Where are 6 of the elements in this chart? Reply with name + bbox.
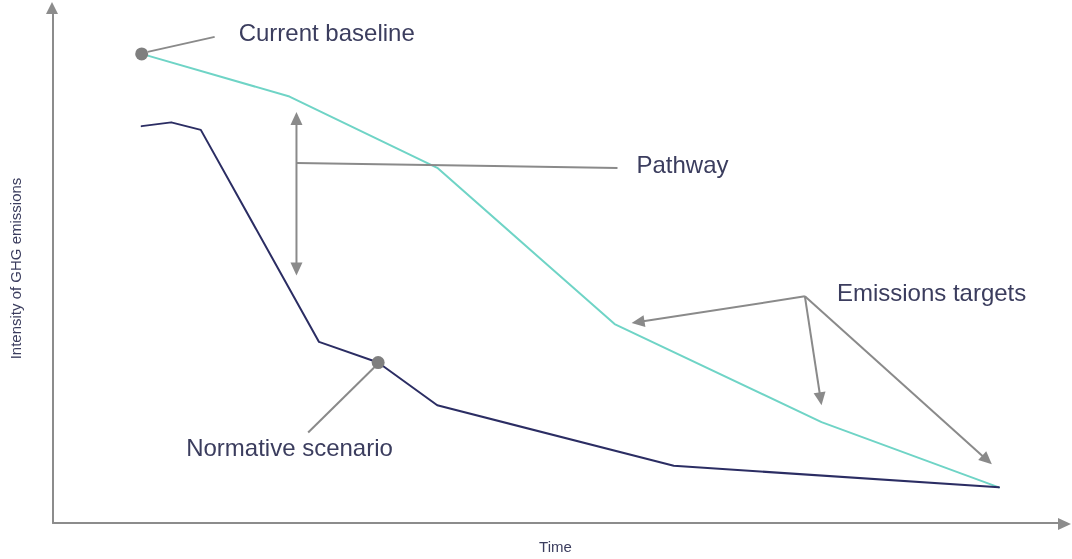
y-axis-title: Intensity of GHG emissions [7,177,24,360]
annotation: Emissions targets [836,278,1027,306]
annotation: Normative scenario [186,433,393,461]
text: Current baseline [238,19,415,47]
x-axis-title: Time [539,538,572,555]
annotation: Pathway [636,151,729,179]
